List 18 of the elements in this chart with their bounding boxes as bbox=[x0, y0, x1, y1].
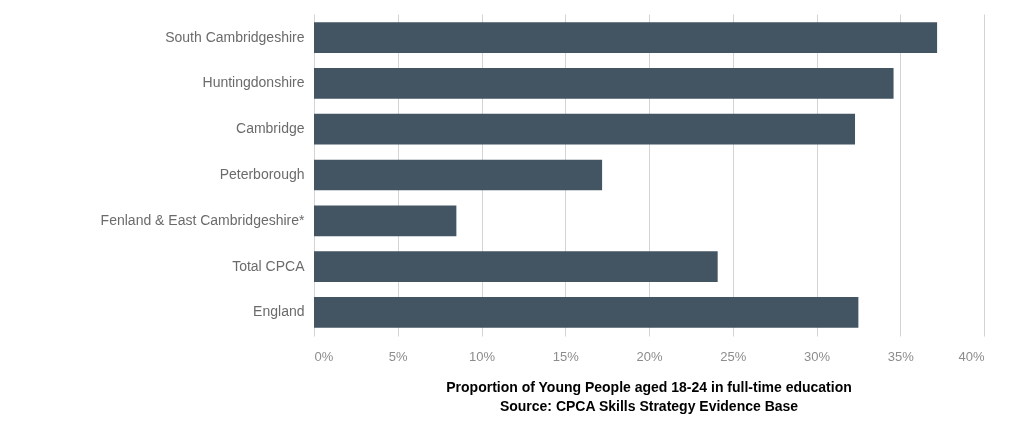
x-tick-label: 5% bbox=[388, 348, 409, 364]
x-tick-label: 30% bbox=[803, 348, 831, 364]
x-tick-label: 35% bbox=[887, 348, 915, 364]
y-tick-label: Total CPCA bbox=[232, 257, 306, 274]
x-tick-label: 20% bbox=[636, 348, 663, 364]
x-tick-label: 15% bbox=[552, 348, 580, 364]
text: Proportion of Young People aged 18-24 in full-time education bbox=[446, 379, 852, 395]
x-tick-label: 0% bbox=[314, 348, 334, 364]
y-tick-label: Cambridge bbox=[236, 120, 305, 137]
y-tick-label: South Cambridgeshire bbox=[165, 28, 305, 45]
x-tick-label: 40% bbox=[958, 348, 985, 364]
x-tick-label: 10% bbox=[468, 348, 496, 364]
source-note: Source: CPCA Skills Strategy Evidence Base bbox=[499, 398, 799, 414]
y-tick-label: Peterborough bbox=[219, 166, 305, 182]
x-tick-label: 25% bbox=[720, 348, 747, 364]
y-tick-label: Huntingdonshire bbox=[202, 74, 305, 91]
y-tick-label: Fenland & East Cambridgeshire* bbox=[100, 211, 306, 228]
y-tick-label: England bbox=[253, 303, 305, 320]
